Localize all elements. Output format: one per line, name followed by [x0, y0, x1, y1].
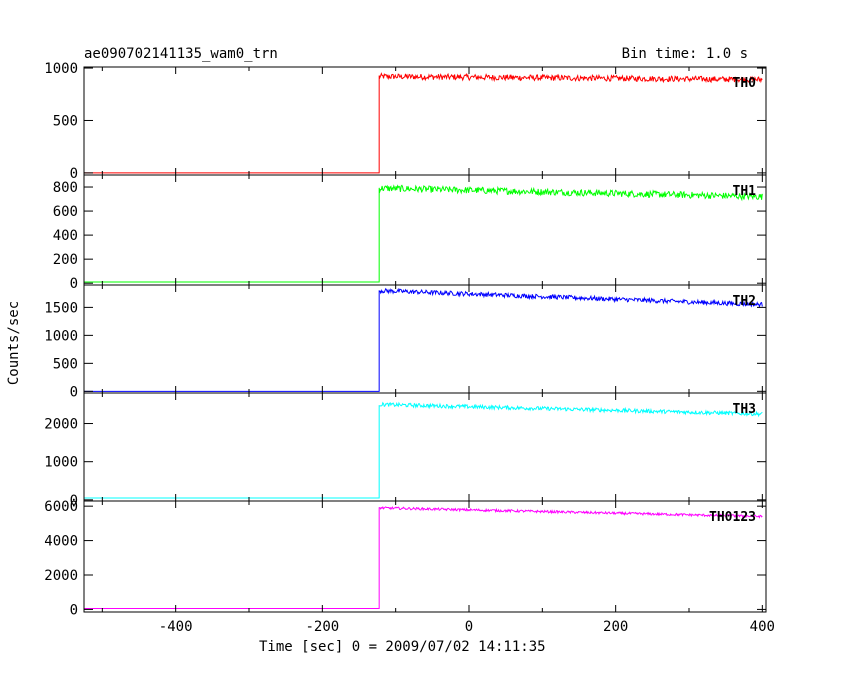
y-tick-label-th0-500: 500: [53, 113, 78, 129]
x-tick-label-0: 0: [465, 619, 473, 635]
y-tick-label-th0123-2000: 2000: [44, 568, 78, 584]
panel-frame-th1: [83, 174, 767, 286]
panel-frame-th0123: [83, 500, 767, 613]
bin-time-label: Bin time: 1.0 s: [621, 46, 748, 62]
series-line-th3: [84, 401, 763, 499]
y-tick-label-th1-600: 600: [53, 204, 78, 220]
y-axis-label: Counts/sec: [6, 300, 23, 386]
series-line-th2: [84, 287, 763, 392]
x-tick-label-400: 400: [750, 619, 775, 635]
y-tick-label-th1-400: 400: [53, 228, 78, 244]
y-tick-label-th0123-4000: 4000: [44, 534, 78, 550]
x-tick-label--400: -400: [159, 619, 193, 635]
y-tick-label-th3-0: 0: [70, 493, 78, 509]
y-tick-label-th0-1000: 1000: [44, 61, 78, 77]
y-tick-label-th3-1000: 1000: [44, 455, 78, 471]
panel-label-th3: TH3: [733, 402, 756, 417]
x-tick-label--200: -200: [305, 619, 339, 635]
series-line-th0123: [84, 506, 763, 610]
y-tick-label-th1-200: 200: [53, 252, 78, 268]
plot-title: ae090702141135_wam0_trn: [84, 46, 278, 62]
series-line-th0: [84, 72, 763, 174]
x-tick-label-200: 200: [603, 619, 628, 635]
y-tick-label-th3-2000: 2000: [44, 417, 78, 433]
panel-frame-th0: [83, 66, 767, 176]
y-tick-label-th2-1500: 1500: [44, 300, 78, 316]
y-tick-label-th2-1000: 1000: [44, 328, 78, 344]
y-tick-label-th0123-6000: 6000: [44, 499, 78, 515]
y-tick-label-th0123-0: 0: [70, 602, 78, 618]
panel-label-th0123: TH0123: [709, 510, 756, 525]
panel-label-th0: TH0: [733, 76, 757, 91]
y-tick-label-th2-500: 500: [53, 356, 78, 372]
y-tick-label-th1-0: 0: [70, 276, 78, 292]
y-tick-label-th2-0: 0: [70, 384, 78, 400]
y-tick-label-th0-0: 0: [70, 166, 78, 182]
panel-label-th1: TH1: [733, 184, 757, 199]
panel-frame-th3: [83, 392, 767, 502]
y-tick-label-th1-800: 800: [53, 180, 78, 196]
panel-label-th2: TH2: [733, 294, 756, 309]
x-axis-label: Time [sec] 0 = 2009/07/02 14:11:35: [259, 639, 546, 655]
series-line-th1: [84, 184, 763, 283]
